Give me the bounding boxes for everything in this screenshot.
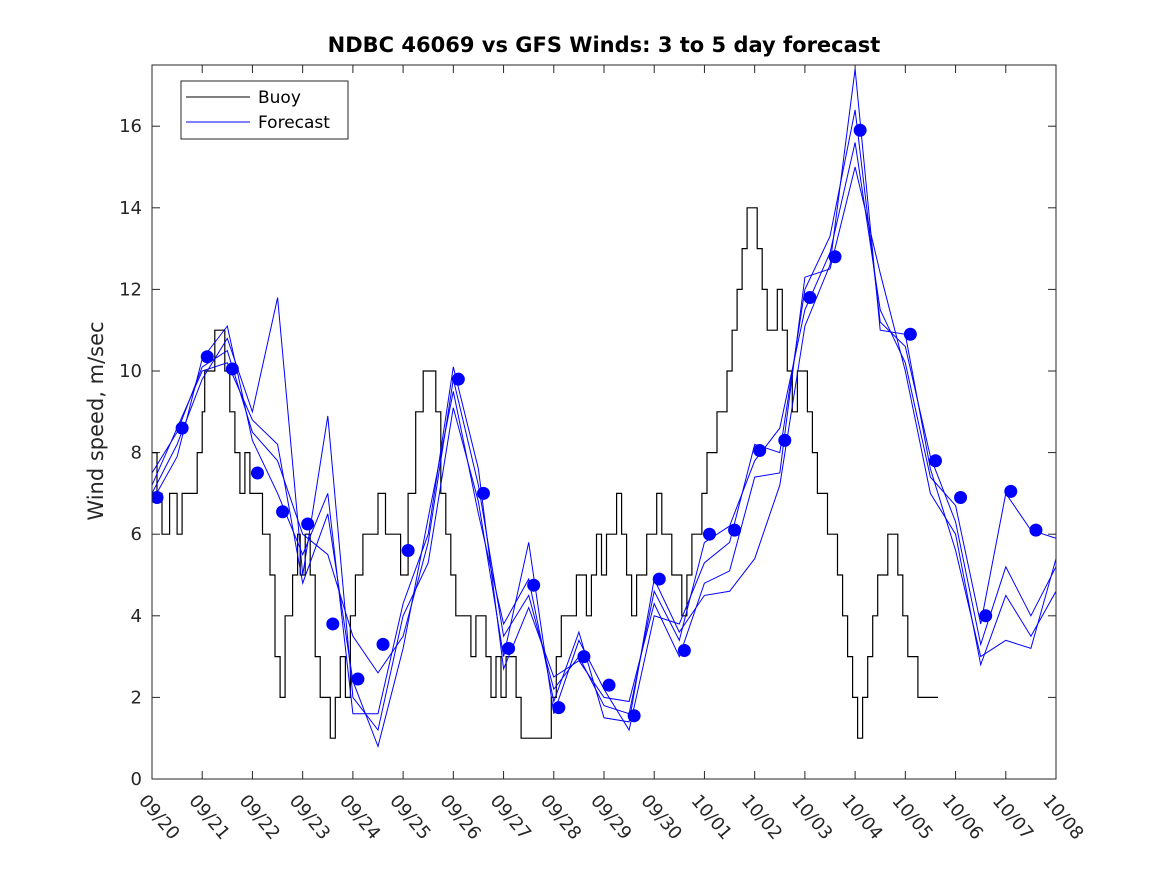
forecast-series-line	[152, 142, 1056, 715]
forecast-marker	[301, 517, 315, 531]
forecast-marker	[627, 709, 641, 723]
forecast-marker	[175, 421, 189, 435]
plot-frame	[151, 64, 1057, 780]
forecast-marker	[1004, 484, 1018, 498]
chart-title: NDBC 46069 vs GFS Winds: 3 to 5 day fore…	[328, 33, 881, 57]
forecast-marker	[1029, 523, 1043, 537]
forecast-marker	[276, 505, 290, 519]
forecast-marker	[152, 490, 164, 504]
y-tick-label: 16	[119, 116, 142, 137]
forecast-marker	[853, 123, 867, 137]
forecast-marker	[225, 362, 239, 376]
forecast-marker	[250, 466, 264, 480]
forecast-marker	[954, 490, 968, 504]
forecast-marker	[702, 527, 716, 541]
legend-forecast-label: Forecast	[258, 113, 330, 133]
forecast-marker	[803, 291, 817, 305]
forecast-marker	[326, 617, 340, 631]
y-tick-label: 12	[119, 279, 142, 300]
legend-buoy-label: Buoy	[258, 88, 301, 108]
forecast-marker	[577, 650, 591, 664]
forecast-series-line	[152, 166, 1056, 715]
forecast-marker	[903, 327, 917, 341]
y-axis-label: Wind speed, m/sec	[84, 321, 108, 520]
y-tick-label: 2	[131, 687, 142, 708]
forecast-marker	[401, 544, 415, 558]
forecast-marker	[979, 609, 993, 623]
y-tick-label: 4	[131, 606, 142, 627]
y-tick-label: 6	[131, 524, 142, 545]
y-tick-label: 10	[119, 361, 142, 382]
forecast-marker	[928, 454, 942, 468]
y-tick-label: 0	[131, 769, 142, 790]
y-tick-label: 8	[131, 443, 142, 464]
legend-box	[180, 80, 349, 140]
forecast-marker	[652, 572, 666, 586]
forecast-marker	[602, 678, 616, 692]
forecast-marker	[502, 641, 516, 655]
plot-area	[152, 65, 1056, 779]
forecast-marker	[728, 523, 742, 537]
markers-layer	[152, 123, 1043, 723]
forecast-marker	[527, 578, 541, 592]
forecast-marker	[677, 643, 691, 657]
forecast-marker	[376, 637, 390, 651]
forecast-marker	[351, 672, 365, 686]
forecast-marker	[753, 444, 767, 458]
buoy-series-line	[152, 207, 938, 739]
forecast-marker	[451, 372, 465, 386]
forecast-marker	[828, 250, 842, 264]
legend: Buoy Forecast	[180, 80, 349, 140]
forecast-marker	[778, 433, 792, 447]
forecast-marker	[476, 486, 490, 500]
forecast-marker	[200, 350, 214, 364]
y-tick-label: 14	[119, 198, 142, 219]
forecast-marker	[552, 701, 566, 715]
